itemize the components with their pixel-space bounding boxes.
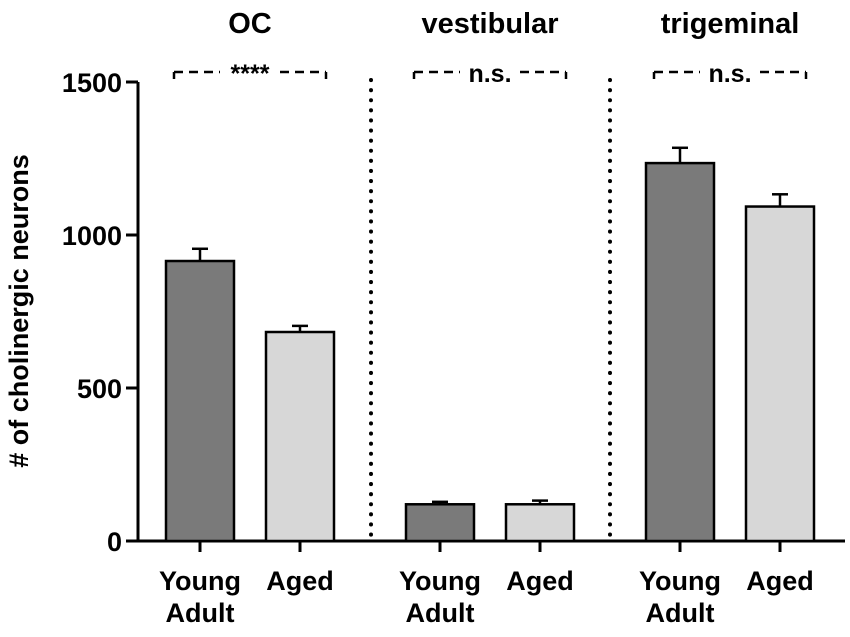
y-axis-label: # of cholinergic neurons xyxy=(4,154,34,468)
y-tick-label: 0 xyxy=(107,527,122,557)
significance-label: n.s. xyxy=(708,60,751,88)
y-tick-label: 500 xyxy=(77,374,122,404)
x-tick-label: Aged xyxy=(266,566,334,596)
x-tick-label: Young xyxy=(639,566,721,596)
x-tick-label: Adult xyxy=(166,598,235,628)
bar xyxy=(264,330,336,543)
significance-label: **** xyxy=(231,60,270,88)
significance-label: n.s. xyxy=(468,60,511,88)
x-tick-label: Young xyxy=(399,566,481,596)
x-tick-label: Young xyxy=(159,566,241,596)
bar xyxy=(504,503,576,543)
group-title: vestibular xyxy=(422,8,559,40)
bar xyxy=(404,503,476,543)
y-tick-label: 1000 xyxy=(62,221,122,251)
group-title: trigeminal xyxy=(661,8,800,40)
x-tick-label: Aged xyxy=(506,566,574,596)
x-tick-label: Aged xyxy=(746,566,814,596)
bar xyxy=(164,259,236,543)
bar xyxy=(644,161,716,543)
x-tick-label: Adult xyxy=(406,598,475,628)
y-tick-label: 1500 xyxy=(62,68,122,98)
x-tick-label: Adult xyxy=(646,598,715,628)
bar xyxy=(744,205,816,543)
group-title: OC xyxy=(228,8,272,40)
